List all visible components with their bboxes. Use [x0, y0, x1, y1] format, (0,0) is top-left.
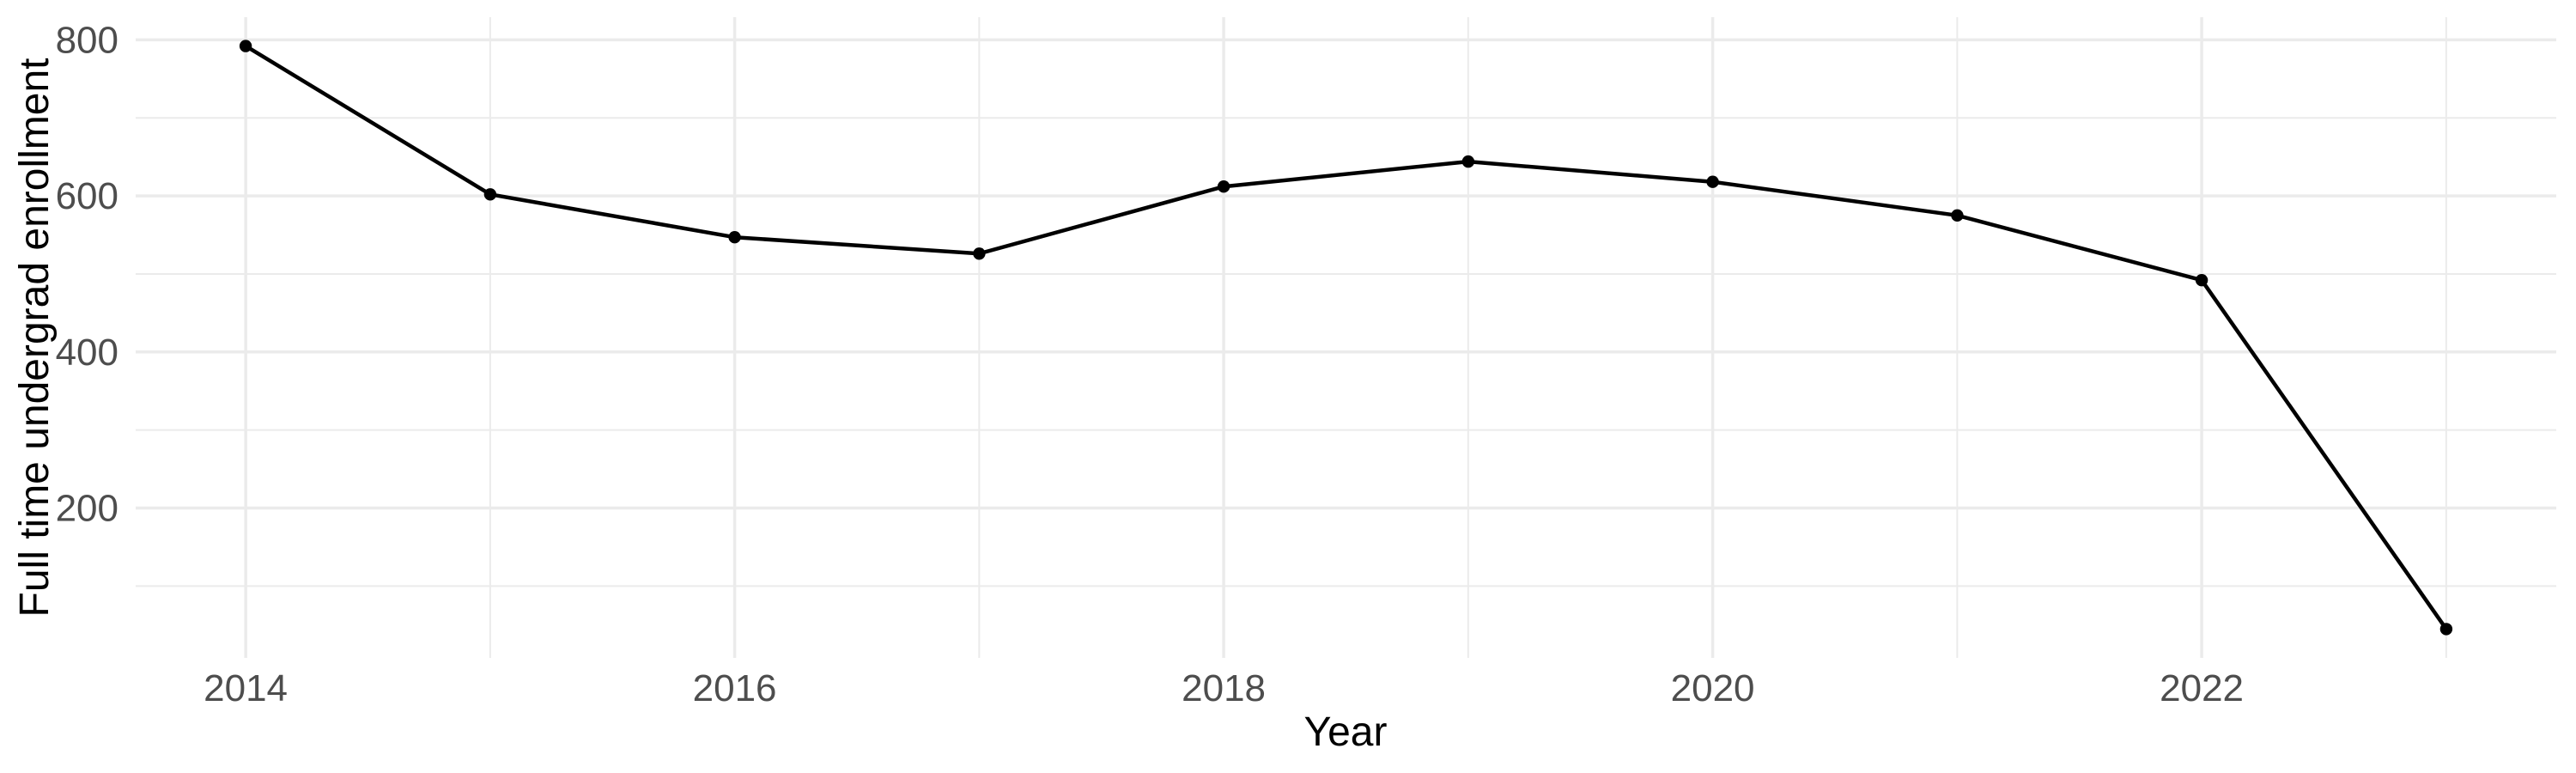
x-tick-label: 2016: [693, 667, 777, 709]
y-tick-label: 800: [56, 19, 118, 61]
data-point-2015: [483, 188, 497, 201]
data-point-2017: [973, 247, 986, 260]
x-axis-tick-labels: 2014 2016 2018 2020 2022: [204, 667, 2244, 709]
x-tick-label: 2018: [1182, 667, 1266, 709]
data-point-2023: [2439, 623, 2453, 636]
y-axis-tick-labels: 200 400 600 800: [56, 19, 118, 529]
y-axis-title: Full time undergrad enrollment: [12, 58, 58, 618]
y-tick-label: 600: [56, 175, 118, 217]
data-point-2018: [1217, 180, 1230, 193]
data-point-2022: [2195, 274, 2208, 287]
data-point-2020: [1706, 175, 1719, 188]
y-tick-label: 200: [56, 488, 118, 530]
enrollment-trend-line: [244, 44, 2448, 630]
data-point-2016: [728, 231, 741, 244]
major-gridlines: [136, 17, 2556, 658]
x-tick-label: 2020: [1671, 667, 1755, 709]
x-axis-title: Year: [1304, 709, 1388, 755]
data-series: [239, 40, 2453, 636]
minor-gridlines: [136, 17, 2556, 658]
x-tick-label: 2022: [2160, 667, 2244, 709]
x-tick-label: 2014: [204, 667, 288, 709]
data-point-2019: [1461, 155, 1475, 168]
data-point-2014: [239, 40, 252, 52]
y-tick-label: 400: [56, 332, 118, 374]
data-point-2021: [1951, 209, 1964, 222]
